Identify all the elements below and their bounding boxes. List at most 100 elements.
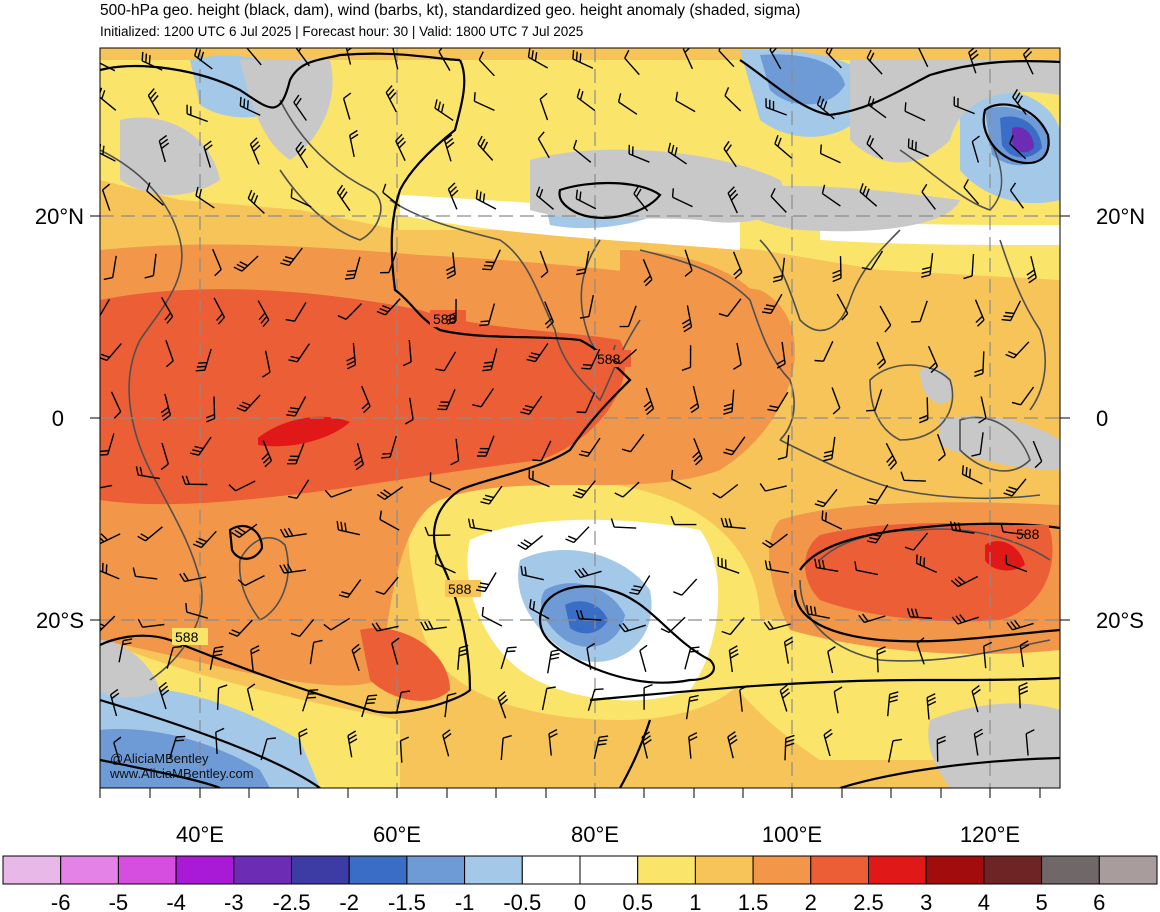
wind-barb: [593, 735, 609, 759]
colorbar-label: -5: [109, 890, 129, 912]
wind-barb: [376, 298, 401, 316]
wind-barb: [353, 443, 364, 471]
wind-barb: [475, 572, 497, 593]
wind-barb: [572, 480, 596, 499]
wind-barb: [213, 297, 226, 325]
wind-barb: [381, 435, 397, 459]
colorbar-label: 3: [920, 890, 932, 912]
wind-barb: [103, 255, 117, 281]
wind-barb: [361, 385, 371, 414]
wind-barb: [823, 728, 833, 757]
wind-barb: [444, 692, 457, 718]
wind-barb: [581, 348, 601, 370]
wind-barb: [541, 686, 556, 711]
wind-barb: [670, 469, 692, 490]
wind-barb: [535, 186, 554, 210]
wind-barb: [195, 186, 215, 209]
wind-barb: [189, 436, 212, 456]
wind-barb: [231, 523, 258, 538]
wind-barb: [739, 685, 749, 712]
wind-barb: [574, 567, 602, 579]
wind-barb: [290, 618, 315, 638]
wind-barb: [762, 533, 788, 549]
wind-barb: [500, 646, 517, 670]
wind-barb: [949, 521, 975, 534]
wind-barb: [1032, 440, 1043, 469]
lat-label-right: 20°N: [1096, 204, 1145, 229]
terrain-mask-himalaya: [530, 149, 786, 223]
wind-barb: [572, 49, 594, 69]
wind-barb: [833, 686, 843, 714]
wind-barbs: [100, 48, 1043, 764]
wind-barb: [338, 579, 362, 599]
wind-barb: [761, 293, 783, 314]
wind-barb: [385, 85, 397, 113]
wind-barb: [424, 526, 451, 537]
wind-barb: [971, 432, 984, 457]
anomaly-area-redorange-central: [100, 289, 626, 505]
lon-label: 100°E: [762, 822, 822, 847]
wind-barb: [479, 303, 496, 327]
wind-barb: [324, 488, 353, 498]
wind-barb: [904, 532, 929, 551]
longitude-labels: 40°E 60°E 80°E 100°E 120°E: [176, 822, 1020, 847]
wind-barb: [951, 614, 980, 625]
wind-barb: [1000, 522, 1025, 536]
colorbar-label: -2: [339, 890, 359, 912]
lon-label: 120°E: [960, 822, 1020, 847]
wind-barb: [772, 257, 786, 283]
wind-barb: [279, 527, 307, 538]
wind-barb: [261, 440, 273, 468]
wind-barb: [447, 182, 459, 210]
wind-barb: [879, 305, 892, 333]
wind-barb: [342, 92, 352, 120]
wind-barb: [472, 388, 494, 408]
wind-barb: [1009, 182, 1024, 209]
colorbar-swatches: [2, 855, 1158, 885]
colorbar-label: 1.5: [738, 890, 769, 912]
wind-barb: [673, 578, 698, 596]
wind-barb: [100, 615, 116, 632]
contour-label: 588: [175, 629, 199, 645]
wind-barb: [575, 189, 597, 210]
wind-barb: [961, 465, 983, 485]
wind-barb: [137, 526, 163, 542]
wind-barb: [621, 433, 645, 453]
wind-barb: [900, 471, 926, 482]
wind-barb: [814, 341, 834, 362]
wind-barb: [819, 144, 841, 164]
colorbar-swatch: [868, 855, 927, 885]
anomaly-area-red-west: [258, 416, 350, 447]
wind-barb: [858, 613, 886, 624]
wind-barb: [118, 638, 133, 663]
wind-barb: [160, 297, 174, 324]
wind-barb: [1001, 300, 1022, 322]
wind-barb: [927, 345, 939, 374]
wind-barb: [497, 691, 509, 719]
colorbar-swatch: [521, 855, 581, 885]
wind-barb: [395, 690, 411, 714]
wind-barb: [257, 300, 270, 328]
wind-barb: [442, 729, 452, 757]
wind-barb: [978, 396, 987, 424]
lat-label-left: 0: [52, 406, 64, 431]
wind-barb: [537, 131, 550, 159]
wind-barb: [767, 391, 789, 412]
wind-barb: [528, 469, 550, 488]
colorbar-swatch: [291, 855, 350, 885]
wind-barb: [885, 442, 898, 470]
wind-barb: [109, 688, 120, 717]
wind-barb: [950, 575, 979, 588]
wind-barb: [539, 250, 549, 279]
anomaly-area-neg-south-core: [565, 601, 608, 634]
wind-barb: [100, 484, 113, 489]
wind-barb: [113, 736, 122, 764]
wind-barb: [295, 48, 310, 67]
wind-barb: [216, 684, 228, 710]
wind-barb: [228, 619, 253, 637]
wind-barb: [344, 256, 361, 280]
wind-barb: [379, 251, 397, 274]
wind-barb: [399, 736, 409, 763]
wind-barb: [146, 182, 164, 206]
wind-barb: [287, 479, 310, 499]
